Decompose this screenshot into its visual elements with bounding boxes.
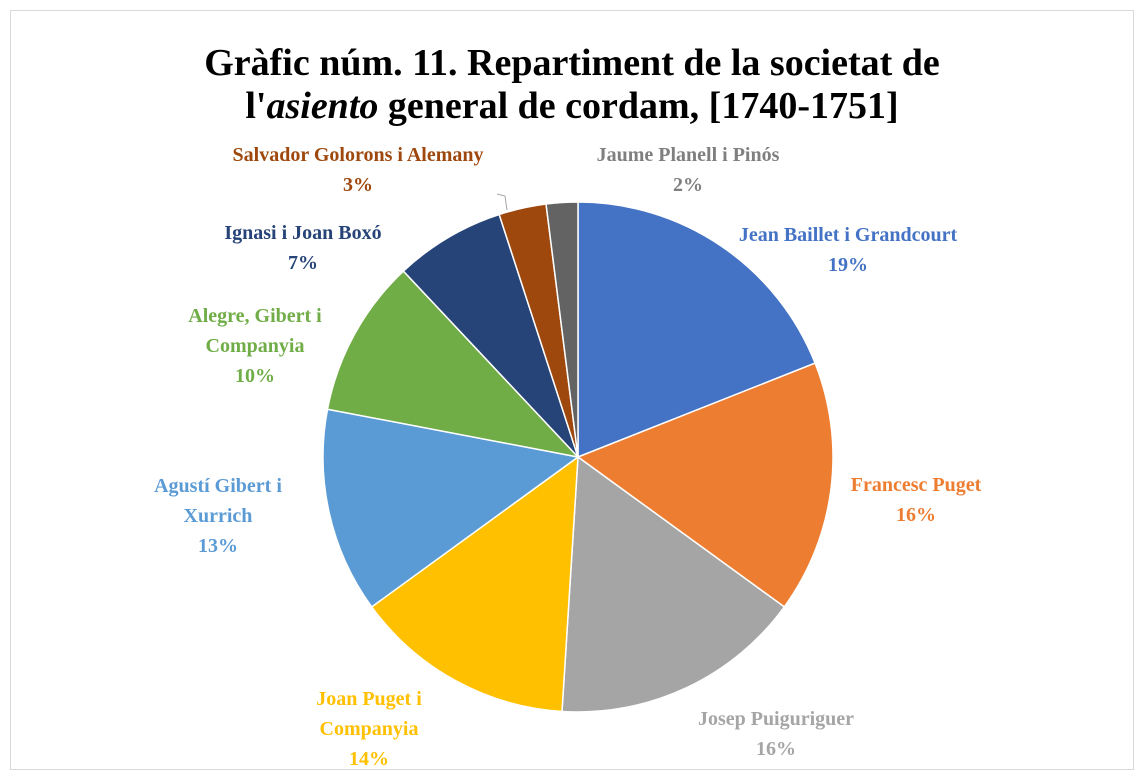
leader-line [496, 193, 508, 211]
slice-label: Alegre, Gibert i Companyia [188, 305, 322, 357]
pie-slice [577, 201, 817, 459]
slice-value-label: 14% [349, 748, 389, 770]
slice-label: Ignasi i Joan Boxó [224, 222, 381, 244]
slice-value-label: 10% [235, 365, 275, 387]
title-part: l' [245, 85, 266, 127]
slice-label: Francesc Puget [851, 474, 982, 496]
pie-slice [322, 408, 580, 608]
title-part: Gràfic núm. 11. Repartiment de la societ… [204, 42, 940, 84]
pie-slice [576, 362, 834, 608]
slice-label: Jaume Planell i Pinós [597, 144, 780, 166]
chart-title: l'asiento general de cordam, [1740-1751] [245, 85, 898, 127]
slice-value-label: 2% [673, 174, 703, 196]
slice-value-label: 7% [288, 252, 318, 274]
slice-value-label: 16% [896, 504, 936, 526]
title-part: general de cordam, [1740-1751] [378, 85, 898, 127]
pie-slice [370, 455, 579, 713]
title-part: asiento [266, 85, 378, 127]
slice-label: Agustí Gibert i Xurrich [154, 475, 282, 527]
slice-value-label: 19% [828, 254, 868, 276]
pie-slice [402, 213, 579, 458]
pie-slice [326, 270, 581, 459]
slice-label: Salvador Golorons i Alemany [233, 144, 484, 166]
pie-slice [561, 455, 786, 713]
slice-value-label: 13% [198, 535, 238, 557]
slice-value-label: 3% [343, 174, 373, 196]
slice-label: Josep Puiguriguer [698, 708, 854, 730]
slice-label: Jean Baillet i Grandcourt [739, 224, 958, 246]
pie-slice [545, 201, 579, 458]
slice-label: Joan Puget i Companyia [316, 688, 422, 740]
slice-value-label: 16% [756, 738, 796, 760]
chart-title: Gràfic núm. 11. Repartiment de la societ… [204, 42, 940, 84]
